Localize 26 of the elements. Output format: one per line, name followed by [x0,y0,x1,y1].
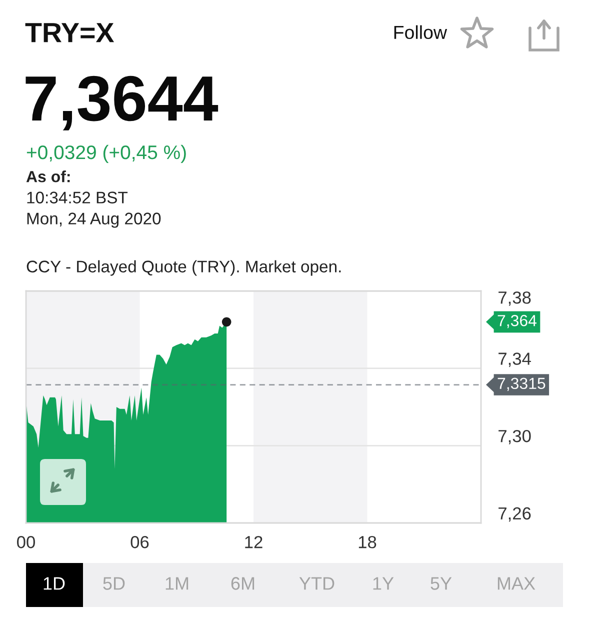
text: Mon, 24 Aug 2020 [27,212,161,228]
text: YTD [299,577,334,590]
text: Follow [394,25,448,40]
text: 7,364 [498,314,536,328]
x-tick-label: 06 [130,536,149,548]
chart-subtitle: 7,3644 [26,76,218,130]
text: 1D [44,577,65,590]
y-tick-label: 7,38 [498,291,531,306]
text: MAX [498,577,536,590]
text: 6M [231,577,254,590]
chart-title: TRY=X [25,23,114,42]
text: 5D [103,577,125,590]
x-tick-label: 12 [245,536,262,548]
text: CCY - Delayed Quote (TRY). Market open. [26,260,341,276]
y-tick-label: 7,30 [498,430,531,444]
text: 1M [166,577,188,590]
text: +0,0329 (+0,45 %) [26,144,186,164]
text: As of: [26,170,70,182]
y-tick-label: 7,26 [498,507,531,522]
y-tick-label: 7,34 [498,352,531,367]
text: 10:34:52 BST [27,192,128,204]
text: 5Y [430,577,452,590]
text: 1Y [373,577,394,590]
ref-line-label: 7,3315 [498,378,546,391]
x-tick-label: 18 [358,536,376,548]
x-tick-label: 00 [17,536,35,548]
